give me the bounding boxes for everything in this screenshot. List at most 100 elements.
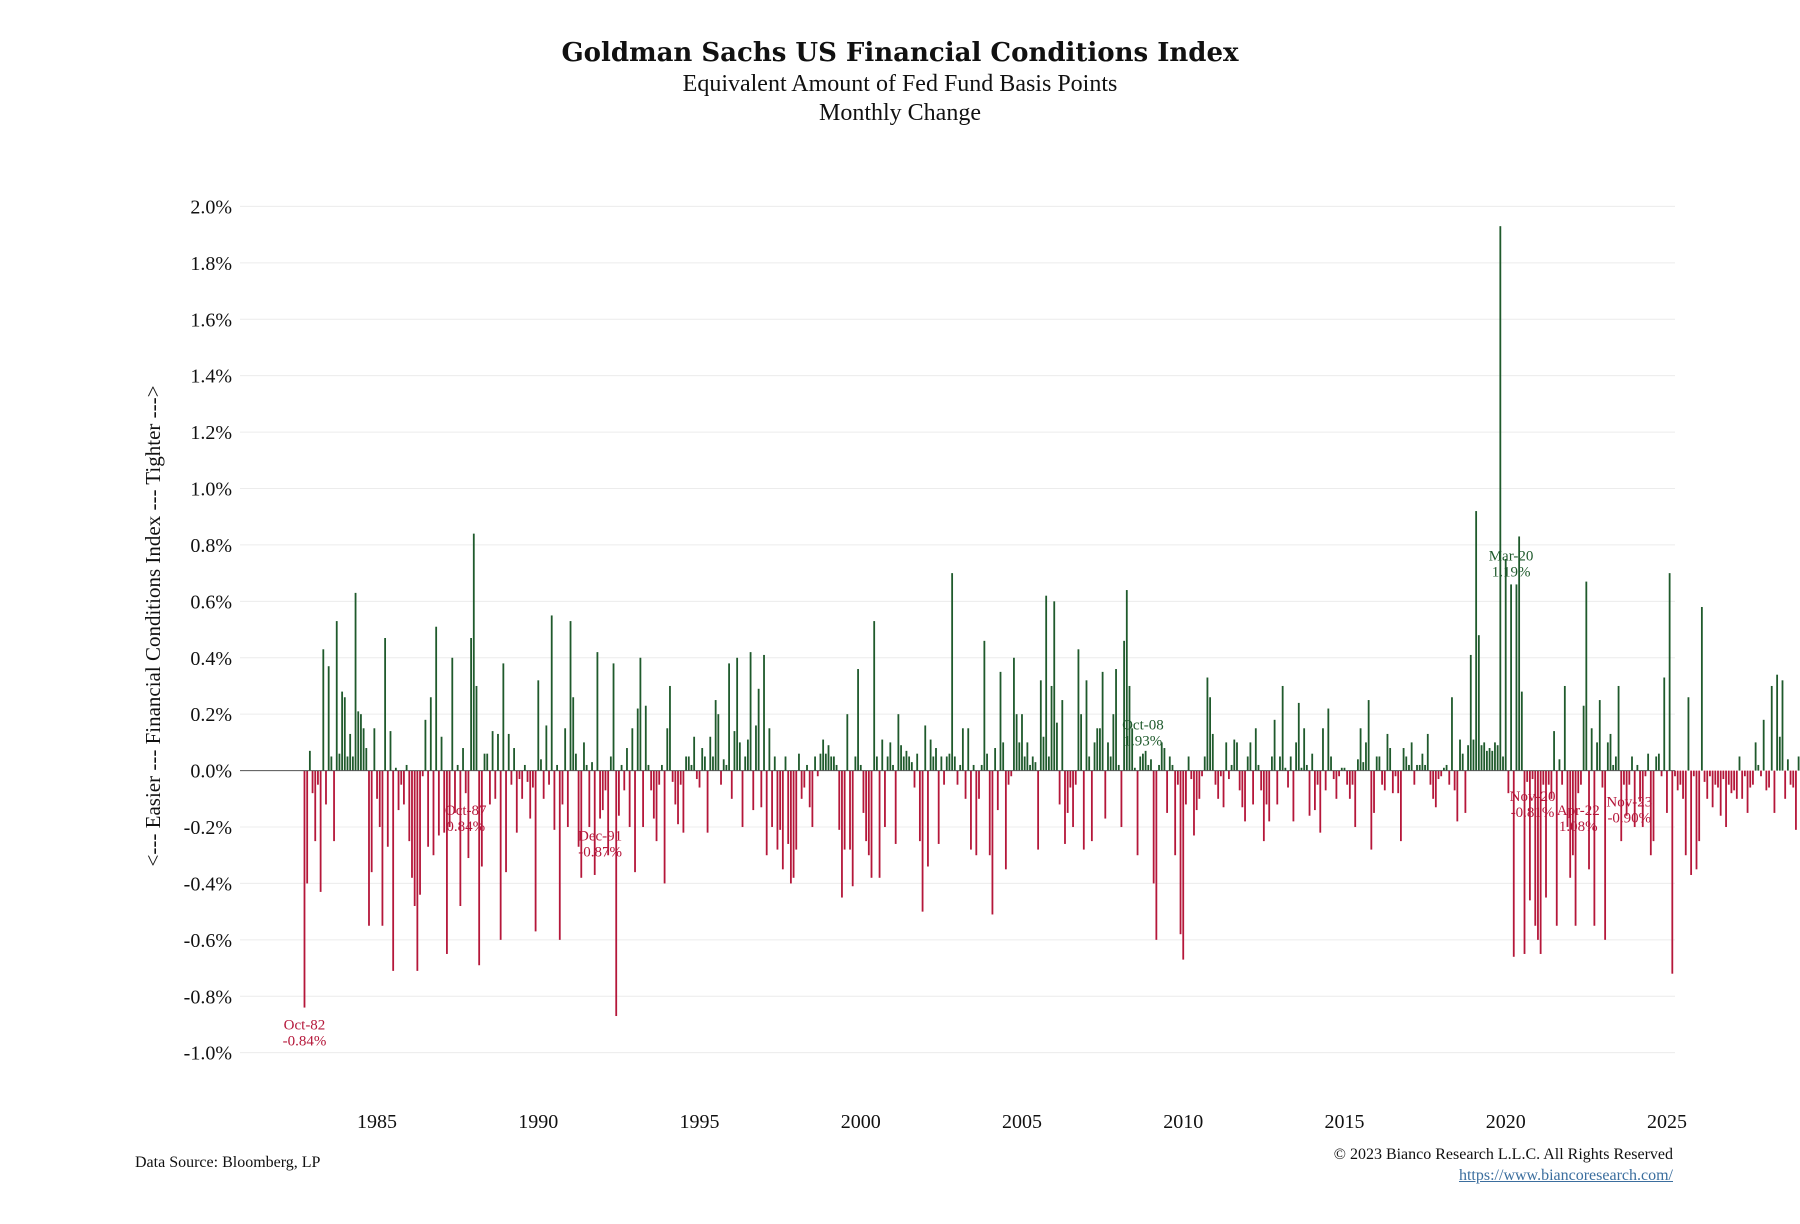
bar [1319,770,1322,833]
bar [362,728,365,771]
bar [1636,764,1639,771]
bar [416,770,419,971]
bar [1518,536,1521,771]
bars-group [303,226,1800,1017]
bar [303,770,306,1008]
bar [784,756,787,771]
bar [1314,770,1316,811]
bar [889,742,892,771]
bar [1029,764,1031,771]
bar [1555,770,1558,926]
bar [913,770,916,788]
bar [475,685,478,771]
bar [704,756,706,771]
bar [803,770,806,788]
bar [1735,770,1738,799]
bar [1287,770,1289,788]
bar [1066,770,1069,813]
bar [1523,770,1526,954]
bar [583,742,585,771]
bar [1233,739,1236,771]
bar [456,764,459,771]
y-tick-label: 1.2% [190,422,232,444]
annotation-date: Oct-87 [445,803,487,819]
bar [1152,770,1155,884]
bar [1281,685,1284,771]
bar [1690,770,1693,875]
bar [669,685,671,771]
bar [1620,770,1623,842]
bar [1598,700,1601,771]
bar [494,770,497,799]
annotation-date: Oct-82 [284,1018,326,1034]
bar [521,770,524,799]
bar [1142,753,1144,771]
bar [470,638,472,771]
bar [940,756,943,771]
bar [757,688,760,771]
bar [959,764,962,771]
bar [1182,770,1185,960]
bar [787,770,790,844]
bar [865,770,868,842]
bar [386,770,389,847]
bar [1413,770,1416,785]
bar [435,626,438,771]
bar [798,753,800,771]
bar [1451,697,1453,771]
bar [924,725,927,771]
bar [1741,770,1744,799]
bar [1004,770,1007,870]
bar [1343,767,1346,771]
bar [1550,770,1553,799]
bar [1206,677,1209,771]
bar [1058,770,1061,805]
bar [1305,764,1308,771]
bar [1069,770,1072,788]
chart-title: Goldman Sachs US Financial Conditions In… [561,38,1239,68]
bar [1625,770,1628,816]
bar [701,748,704,771]
bar [545,725,548,771]
bar [623,770,626,791]
bar [1526,770,1529,782]
bar [308,750,311,771]
bar [1590,728,1593,771]
website-link[interactable]: https://www.biancoresearch.com/ [1458,1167,1673,1184]
bar [1373,770,1375,813]
bar [370,770,373,873]
bar [1566,770,1569,828]
bar [902,756,905,771]
bar [1201,770,1203,777]
bar [499,770,502,940]
bar [943,770,945,785]
bar [1037,770,1040,850]
annotation-value: 0.84% [446,819,485,835]
bar [1383,770,1386,791]
bar [935,748,937,771]
bar [314,770,317,842]
bar [1547,770,1550,785]
bar [459,770,462,906]
bar [1464,770,1467,813]
annotation-date: Nov-23 [1606,795,1652,811]
bar [806,764,808,771]
bar [604,770,607,791]
bar [1795,770,1797,830]
bar [1456,770,1459,822]
bar [1324,770,1327,791]
bar [615,770,618,1017]
bar [1386,733,1389,771]
bar [1297,702,1300,771]
bar [1021,714,1023,771]
bar [1405,756,1408,771]
bar [1483,742,1486,771]
bar [1018,742,1021,771]
bar [1219,770,1222,777]
bar [843,770,846,850]
bar [392,770,395,971]
bar [886,756,889,771]
bar [1703,770,1706,782]
bar [437,770,440,836]
